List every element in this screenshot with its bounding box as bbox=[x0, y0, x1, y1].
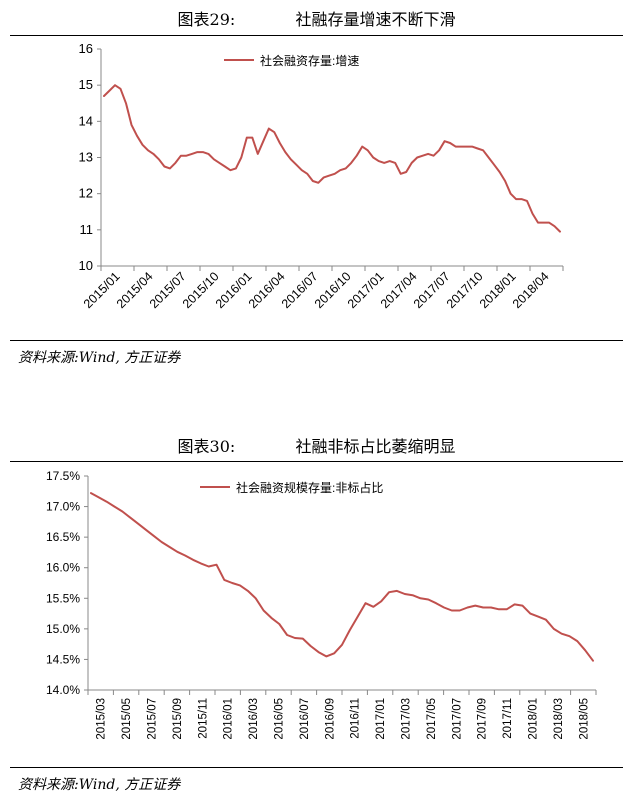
x-tick-label: 2016/09 bbox=[324, 698, 336, 740]
y-tick-label: 10 bbox=[79, 258, 93, 273]
series-line bbox=[103, 84, 561, 233]
x-tick-label: 2017/09 bbox=[477, 698, 489, 740]
y-tick-label: 14 bbox=[79, 113, 93, 128]
legend-label: 社会融资规模存量:非标占比 bbox=[236, 480, 383, 495]
x-tick-label: 2016/11 bbox=[350, 698, 362, 739]
x-tick-label: 2018/03 bbox=[553, 698, 565, 740]
y-tick-label: 15.5% bbox=[46, 591, 80, 605]
x-tick-label: 2016/03 bbox=[248, 698, 260, 740]
x-tick-label: 2016/01 bbox=[223, 698, 235, 740]
x-tick-label: 2017/07 bbox=[451, 698, 463, 740]
y-tick-label: 14.0% bbox=[46, 683, 80, 697]
figure-caption: 社融存量增速不断下滑 bbox=[295, 10, 456, 29]
x-tick-label: 2018/04 bbox=[510, 269, 552, 311]
figure-number: 图表29: bbox=[177, 10, 236, 29]
y-tick-label: 15 bbox=[79, 77, 93, 92]
x-tick-label: 2015/11 bbox=[197, 698, 209, 739]
y-tick-label: 13 bbox=[79, 150, 93, 165]
legend-label: 社会融资存量:增速 bbox=[260, 53, 359, 68]
x-tick-label: 2018/05 bbox=[578, 698, 590, 740]
chart-social-financing-growth: 101112131415162015/012015/042015/072015/… bbox=[79, 41, 564, 311]
x-tick-label: 2017/11 bbox=[502, 698, 514, 739]
y-tick-label: 16.5% bbox=[46, 530, 80, 544]
x-tick-label: 2015/05 bbox=[121, 698, 133, 740]
source-rule bbox=[10, 340, 623, 341]
x-tick-label: 2017/03 bbox=[401, 698, 413, 740]
figure-number: 图表30: bbox=[177, 437, 236, 456]
x-tick-label: 2015/07 bbox=[147, 698, 159, 740]
figure-caption: 社融非标占比萎缩明显 bbox=[295, 437, 456, 456]
y-tick-label: 14.5% bbox=[46, 652, 80, 666]
y-tick-label: 17.5% bbox=[46, 469, 80, 483]
x-tick-label: 2017/01 bbox=[375, 698, 387, 740]
y-tick-label: 12 bbox=[79, 186, 93, 201]
y-tick-label: 11 bbox=[80, 222, 94, 237]
y-tick-label: 15.0% bbox=[46, 622, 80, 636]
chart-non-standard-share: 14.0% 14.5% 15.0% 15.5% 16.0% 16.5% 17.0% 17.5%… bbox=[46, 469, 597, 740]
title-rule bbox=[10, 461, 623, 462]
x-tick-label: 2015/03 bbox=[96, 698, 108, 740]
title-rule bbox=[10, 35, 623, 36]
series-line bbox=[90, 492, 594, 662]
x-tick-label: 2016/05 bbox=[274, 698, 286, 740]
figure-title-29: 图表29: 社融存量增速不断下滑 bbox=[0, 6, 633, 30]
x-tick-label: 2018/01 bbox=[528, 698, 540, 740]
source-rule bbox=[10, 767, 623, 768]
x-tick-label: 2017/05 bbox=[426, 698, 438, 740]
y-tick-label: 17.0% bbox=[46, 500, 80, 514]
y-tick-label: 16 bbox=[79, 41, 93, 56]
y-tick-label: 16.0% bbox=[46, 561, 80, 575]
source-note: 资料来源:Wind, 方正证券 bbox=[18, 350, 181, 366]
x-tick-label: 2015/09 bbox=[172, 698, 184, 740]
source-note: 资料来源:Wind, 方正证券 bbox=[18, 777, 181, 793]
figure-title-30: 图表30: 社融非标占比萎缩明显 bbox=[0, 433, 633, 457]
x-tick-label: 2016/07 bbox=[299, 698, 311, 740]
